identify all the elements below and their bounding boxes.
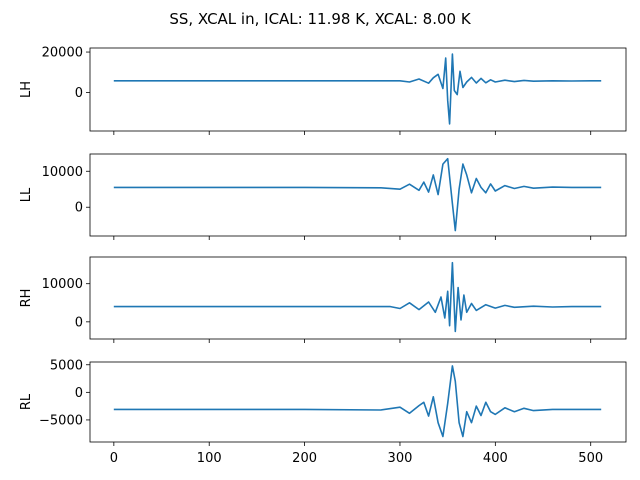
x-tick-label: 400 [483, 451, 508, 466]
figure-title: SS, XCAL in, ICAL: 11.98 K, XCAL: 8.00 K [169, 10, 472, 28]
panel-ll: 0 10000 LL [19, 153, 627, 240]
axes-frame [89, 47, 627, 132]
y-tick-label: 20000 [42, 46, 83, 61]
panel-lh: 0 20000 LH [19, 46, 627, 135]
x-tick-label: 500 [578, 451, 603, 466]
y-tick-label: 0 [75, 86, 83, 101]
y-tick-label: 5000 [50, 358, 83, 373]
y-axis-label: RL [19, 393, 34, 410]
series-line-rl [113, 365, 602, 438]
series-line-lh [113, 53, 602, 125]
panel-rl: −5000 0 5000 0 100 200 300 400 500 RL [19, 358, 627, 466]
axes-frame [89, 153, 627, 237]
y-axis-label: LL [19, 187, 34, 202]
y-tick-label: 0 [75, 386, 83, 401]
y-axis-label: RH [19, 289, 34, 308]
y-tick-label: 10000 [42, 165, 83, 180]
y-tick-label: 10000 [42, 277, 83, 292]
y-tick-label: −5000 [39, 413, 83, 428]
x-tick-label: 0 [110, 451, 118, 466]
x-tick-label: 300 [388, 451, 413, 466]
y-tick-label: 0 [75, 201, 83, 216]
axes-frame [89, 256, 627, 340]
series-line-ll [113, 157, 602, 232]
x-tick-label: 200 [292, 451, 317, 466]
x-tick-label: 100 [197, 451, 222, 466]
panel-rh: 0 10000 RH [19, 256, 627, 343]
y-tick-label: 0 [75, 315, 83, 330]
y-axis-label: LH [19, 81, 34, 98]
axes-frame [89, 361, 627, 443]
series-line-rh [113, 261, 602, 333]
